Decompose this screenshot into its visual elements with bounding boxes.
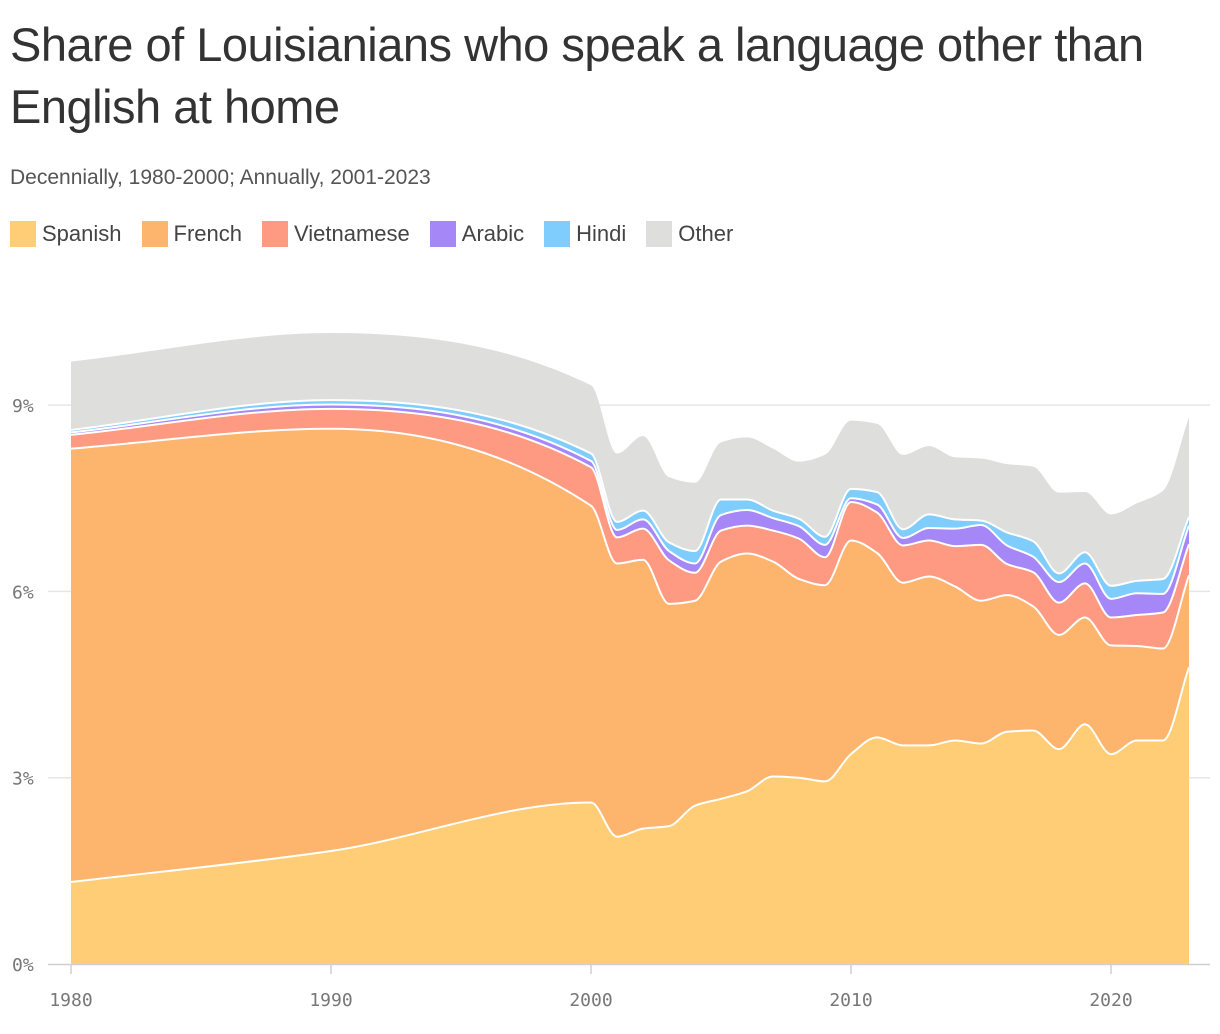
boundary-arabic [70,403,1190,600]
legend-swatch-other [646,221,673,247]
area-other [71,333,1189,586]
boundary-hindi [70,399,1190,587]
legend-label: Vietnamese [294,221,410,246]
legend-swatch-french [141,221,168,247]
legend-swatch-hindi [544,221,571,247]
legend-swatch-arabic [429,221,456,247]
legend: Spanish French Vietnamese Arabic Hindi Other [10,221,733,247]
legend-swatch-vietnamese [262,221,288,247]
stacked-area-chart: 1980 1990 2000 2010 2020 0% 3% 6% 9% [12,333,1210,1011]
y-tick-label: 6% [12,582,34,603]
area-spanish [71,667,1189,964]
legend-label: Spanish [42,221,122,246]
chart-title: Share of Louisianians who speak a langua… [10,18,1144,133]
area-series [71,333,1189,964]
y-tick-label: 3% [12,769,34,790]
x-axis: 1980 1990 2000 2010 2020 [49,964,1133,1011]
x-tick-label: 2000 [569,990,612,1011]
boundary-vietnamese [70,407,1190,619]
legend-item-spanish: Spanish [10,221,122,247]
area-french [71,428,1189,883]
x-tick-label: 2020 [1089,990,1132,1011]
legend-swatch-spanish [10,221,36,247]
legend-item-arabic: Arabic [429,221,525,247]
x-tick-label: 1980 [49,990,92,1011]
series-boundaries [70,399,1190,884]
legend-label: French [173,221,242,246]
boundary-french [70,427,1190,650]
y-tick-label: 9% [12,396,34,417]
x-tick-label: 1990 [309,990,352,1011]
legend-item-french: French [141,221,242,247]
chart-subtitle: Decennially, 1980-2000; Annually, 2001-2… [10,166,431,189]
x-tick-label: 2010 [829,990,872,1011]
y-axis: 0% 3% 6% 9% [12,396,1210,976]
area-vietnamese [71,408,1189,649]
legend-label: Hindi [576,221,627,246]
legend-label: Other [678,221,734,246]
legend-label: Arabic [461,221,525,246]
legend-item-other: Other [646,221,733,247]
y-tick-label: 0% [12,955,34,976]
legend-item-hindi: Hindi [544,221,626,247]
boundary-spanish [70,666,1190,884]
legend-item-vietnamese: Vietnamese [262,221,410,247]
